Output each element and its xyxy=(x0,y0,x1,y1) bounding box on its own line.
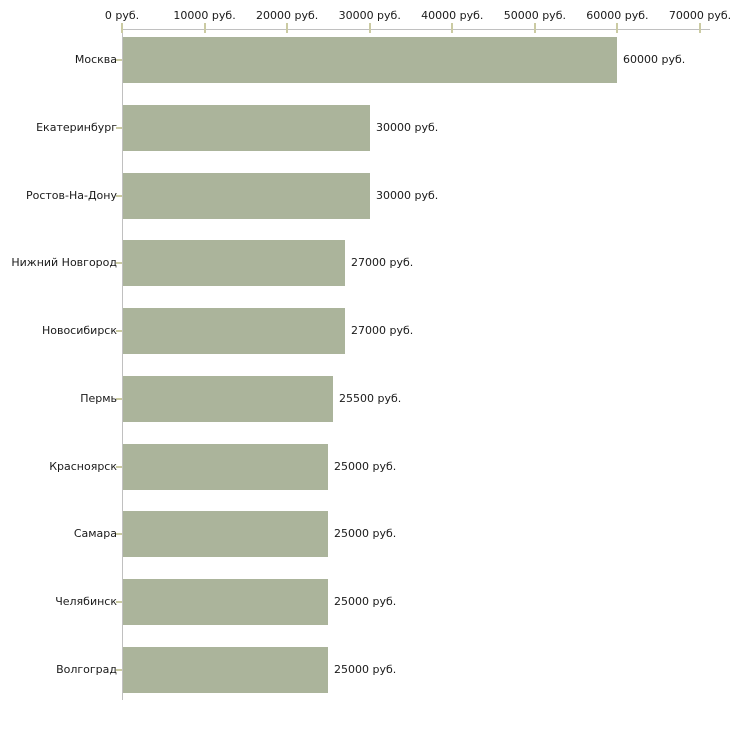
bar xyxy=(123,647,328,693)
x-axis-tick xyxy=(699,23,701,33)
value-label: 25000 руб. xyxy=(334,595,397,608)
y-axis-tick xyxy=(116,262,122,264)
bar xyxy=(123,511,328,557)
y-axis-tick xyxy=(116,601,122,603)
x-axis-tick-label: 20000 руб. xyxy=(256,9,319,22)
y-axis-tick xyxy=(116,195,122,197)
x-axis-tick-label: 40000 руб. xyxy=(421,9,484,22)
bar xyxy=(123,579,328,625)
y-axis-line xyxy=(122,29,123,700)
bar xyxy=(123,444,328,490)
x-axis-tick xyxy=(451,23,454,33)
y-axis-tick xyxy=(116,127,122,129)
category-label: Нижний Новгород xyxy=(11,256,117,269)
x-axis-tick-label: 30000 руб. xyxy=(338,9,401,22)
value-label: 25000 руб. xyxy=(334,663,397,676)
x-axis-tick xyxy=(286,23,289,33)
y-axis-tick xyxy=(116,669,122,671)
category-label: Новосибирск xyxy=(41,324,117,337)
value-label: 60000 руб. xyxy=(623,53,686,66)
y-axis-tick xyxy=(116,59,122,61)
x-axis-line xyxy=(122,29,710,30)
bar xyxy=(123,37,617,83)
x-axis-tick xyxy=(203,23,206,33)
x-axis-tick-label: 60000 руб. xyxy=(586,9,649,22)
category-label: Пермь xyxy=(80,392,117,405)
y-axis-tick xyxy=(116,398,122,400)
y-axis-tick xyxy=(116,330,122,332)
category-label: Ростов-На-Дону xyxy=(25,189,117,202)
x-axis-tick xyxy=(121,23,123,33)
x-axis-tick-label: 50000 руб. xyxy=(503,9,566,22)
x-axis-tick xyxy=(368,23,371,33)
value-label: 27000 руб. xyxy=(351,256,414,269)
category-label: Самара xyxy=(73,527,117,540)
y-axis-tick xyxy=(116,466,122,468)
value-label: 25000 руб. xyxy=(334,527,397,540)
x-axis-tick-label: 70000 руб. xyxy=(668,9,730,22)
category-label: Москва xyxy=(74,53,117,66)
bar xyxy=(123,173,370,219)
x-axis-tick-label: 10000 руб. xyxy=(173,9,236,22)
x-axis-tick-label: 0 руб. xyxy=(104,9,140,22)
value-label: 30000 руб. xyxy=(376,189,439,202)
value-label: 27000 руб. xyxy=(351,324,414,337)
category-label: Челябинск xyxy=(55,595,117,608)
value-label: 25500 руб. xyxy=(339,392,402,405)
y-axis-tick xyxy=(116,533,122,535)
bar xyxy=(123,240,345,286)
x-axis-tick xyxy=(616,23,619,33)
category-label: Екатеринбург xyxy=(36,121,117,134)
category-label: Красноярск xyxy=(49,460,117,473)
bar xyxy=(123,308,345,354)
bar xyxy=(123,376,333,422)
value-label: 25000 руб. xyxy=(334,460,397,473)
value-label: 30000 руб. xyxy=(376,121,439,134)
x-axis-tick xyxy=(533,23,536,33)
bar xyxy=(123,105,370,151)
category-label: Волгоград xyxy=(56,663,117,676)
